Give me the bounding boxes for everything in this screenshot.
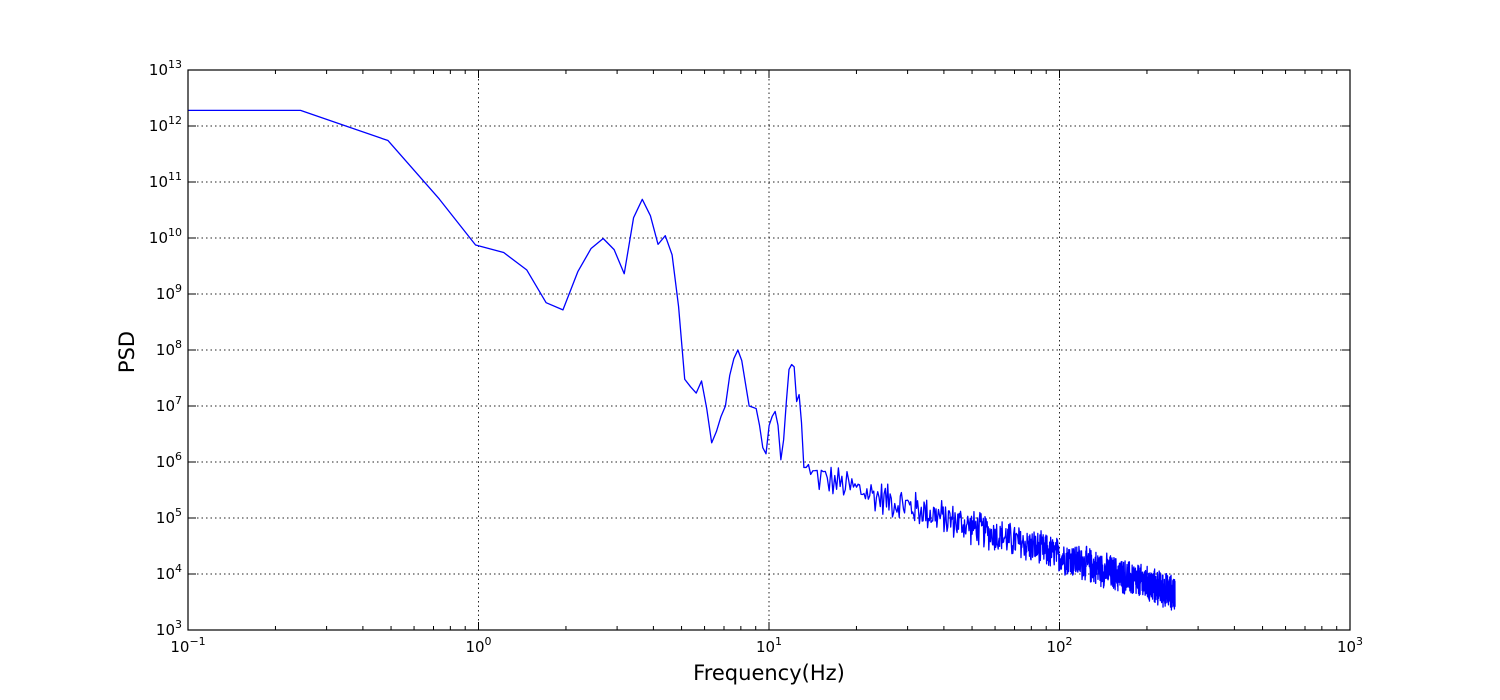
y-tick-label: 104 bbox=[156, 562, 182, 583]
x-tick-label: 100 bbox=[465, 635, 491, 656]
y-tick-labels: 103 104 105 106 107 108 109 1010 1011 1012 1013 bbox=[149, 58, 182, 639]
y-tick-label: 103 bbox=[156, 618, 182, 639]
y-tick-label: 106 bbox=[156, 450, 182, 471]
grid-lines bbox=[188, 70, 1350, 630]
y-tick-label: 1011 bbox=[149, 170, 182, 191]
series-layer bbox=[188, 109, 1176, 611]
psd-series-line bbox=[188, 109, 1176, 611]
x-tick-label: 101 bbox=[756, 635, 782, 656]
y-axis-title: PSD bbox=[115, 331, 139, 373]
x-tick-label: 103 bbox=[1337, 635, 1363, 656]
y-tick-label: 107 bbox=[156, 394, 182, 415]
axis-ticks bbox=[187, 69, 1351, 631]
y-tick-label: 1012 bbox=[149, 114, 182, 135]
x-tick-label: 10−1 bbox=[170, 635, 205, 656]
x-tick-labels: 10−1 100 101 102 103 bbox=[170, 635, 1363, 656]
y-tick-label: 108 bbox=[156, 338, 182, 359]
x-axis-title: Frequency(Hz) bbox=[693, 661, 845, 685]
y-tick-label: 109 bbox=[156, 282, 182, 303]
y-tick-label: 1010 bbox=[149, 226, 182, 247]
y-tick-label: 105 bbox=[156, 506, 182, 527]
x-tick-label: 102 bbox=[1046, 635, 1072, 656]
y-tick-label: 1013 bbox=[149, 58, 182, 79]
